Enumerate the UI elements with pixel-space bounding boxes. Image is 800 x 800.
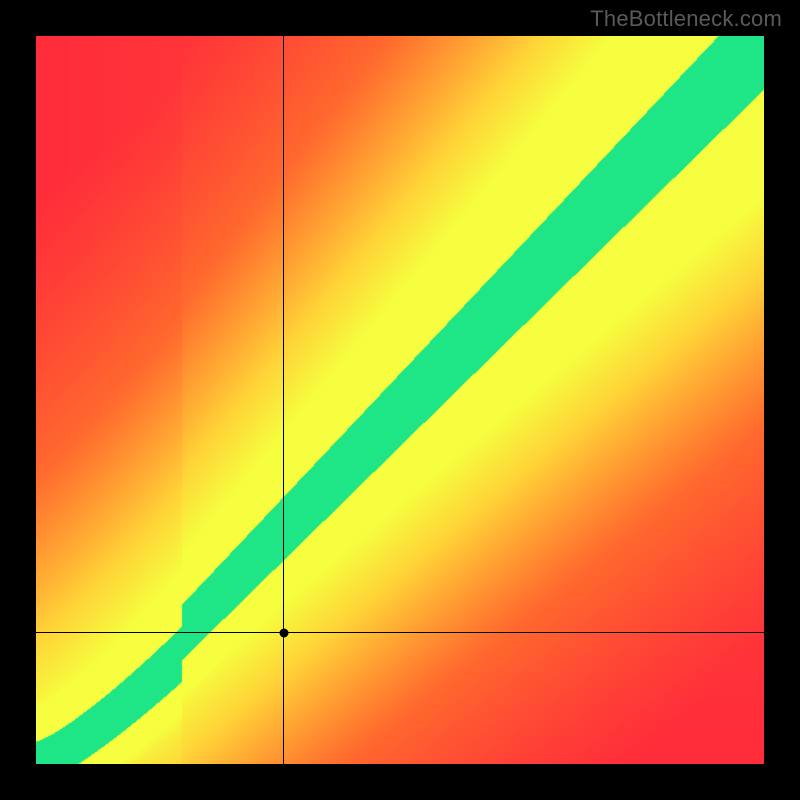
plot-area: [36, 36, 764, 764]
crosshair-vertical: [283, 36, 284, 764]
chart-container: TheBottleneck.com: [0, 0, 800, 800]
crosshair-horizontal: [36, 632, 764, 633]
watermark-text: TheBottleneck.com: [590, 6, 782, 32]
heatmap-canvas: [36, 36, 764, 764]
crosshair-marker: [279, 628, 288, 637]
